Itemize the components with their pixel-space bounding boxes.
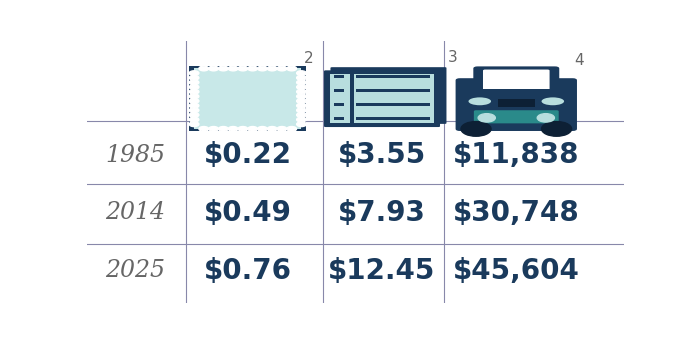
Circle shape bbox=[297, 113, 306, 117]
FancyBboxPatch shape bbox=[455, 78, 577, 131]
Text: $0.76: $0.76 bbox=[204, 257, 292, 285]
FancyBboxPatch shape bbox=[194, 69, 301, 129]
Circle shape bbox=[297, 94, 306, 99]
FancyBboxPatch shape bbox=[356, 103, 430, 106]
Circle shape bbox=[189, 122, 199, 127]
Circle shape bbox=[199, 66, 209, 71]
Circle shape bbox=[189, 71, 199, 75]
FancyBboxPatch shape bbox=[356, 89, 430, 92]
Circle shape bbox=[189, 94, 199, 99]
Circle shape bbox=[248, 66, 258, 71]
Circle shape bbox=[267, 127, 277, 131]
Circle shape bbox=[228, 127, 238, 131]
Text: $45,604: $45,604 bbox=[453, 257, 580, 285]
Text: 2014: 2014 bbox=[105, 202, 165, 224]
Circle shape bbox=[199, 127, 209, 131]
FancyBboxPatch shape bbox=[356, 117, 430, 120]
Circle shape bbox=[238, 66, 247, 71]
FancyBboxPatch shape bbox=[334, 89, 344, 92]
Circle shape bbox=[209, 66, 218, 71]
Text: 2: 2 bbox=[304, 51, 314, 66]
Text: 3: 3 bbox=[448, 50, 457, 65]
FancyBboxPatch shape bbox=[473, 66, 559, 93]
Circle shape bbox=[297, 89, 306, 94]
FancyBboxPatch shape bbox=[330, 74, 351, 123]
Ellipse shape bbox=[541, 98, 564, 105]
FancyBboxPatch shape bbox=[356, 75, 430, 78]
Circle shape bbox=[277, 66, 287, 71]
Text: 2025: 2025 bbox=[105, 259, 165, 282]
Circle shape bbox=[297, 99, 306, 103]
Circle shape bbox=[189, 117, 199, 122]
Circle shape bbox=[267, 66, 277, 71]
FancyBboxPatch shape bbox=[498, 100, 534, 107]
FancyBboxPatch shape bbox=[331, 67, 446, 124]
Circle shape bbox=[218, 127, 228, 131]
Circle shape bbox=[238, 127, 247, 131]
FancyBboxPatch shape bbox=[483, 70, 550, 91]
Circle shape bbox=[297, 75, 306, 80]
Circle shape bbox=[189, 85, 199, 89]
Circle shape bbox=[461, 121, 491, 136]
Circle shape bbox=[277, 127, 287, 131]
Circle shape bbox=[248, 127, 258, 131]
Circle shape bbox=[189, 113, 199, 117]
FancyBboxPatch shape bbox=[194, 69, 301, 129]
Circle shape bbox=[218, 66, 228, 71]
Circle shape bbox=[209, 127, 218, 131]
Circle shape bbox=[297, 85, 306, 89]
Circle shape bbox=[189, 75, 199, 80]
Text: $7.93: $7.93 bbox=[338, 199, 426, 227]
Circle shape bbox=[189, 89, 199, 94]
Circle shape bbox=[541, 121, 572, 136]
Circle shape bbox=[189, 99, 199, 103]
Circle shape bbox=[478, 114, 495, 122]
FancyBboxPatch shape bbox=[334, 103, 344, 106]
Text: $0.49: $0.49 bbox=[204, 199, 292, 227]
Text: $0.22: $0.22 bbox=[204, 141, 292, 169]
FancyBboxPatch shape bbox=[334, 75, 344, 78]
Circle shape bbox=[297, 80, 306, 85]
Circle shape bbox=[258, 66, 267, 71]
Text: $12.45: $12.45 bbox=[328, 257, 436, 285]
Circle shape bbox=[189, 103, 199, 108]
Circle shape bbox=[258, 127, 267, 131]
Circle shape bbox=[297, 103, 306, 108]
Text: $30,748: $30,748 bbox=[453, 199, 579, 227]
FancyBboxPatch shape bbox=[334, 117, 344, 120]
Circle shape bbox=[287, 127, 297, 131]
FancyBboxPatch shape bbox=[474, 110, 559, 123]
FancyBboxPatch shape bbox=[324, 70, 440, 127]
Ellipse shape bbox=[468, 98, 491, 105]
FancyBboxPatch shape bbox=[565, 81, 572, 88]
Circle shape bbox=[189, 108, 199, 113]
Circle shape bbox=[189, 80, 199, 85]
FancyBboxPatch shape bbox=[460, 81, 468, 88]
Circle shape bbox=[287, 66, 297, 71]
Circle shape bbox=[297, 71, 306, 75]
Circle shape bbox=[537, 114, 554, 122]
Circle shape bbox=[297, 122, 306, 127]
Text: $3.55: $3.55 bbox=[338, 141, 426, 169]
Text: 4: 4 bbox=[574, 54, 584, 69]
Circle shape bbox=[297, 108, 306, 113]
Circle shape bbox=[297, 117, 306, 122]
Text: 1985: 1985 bbox=[105, 144, 165, 167]
FancyBboxPatch shape bbox=[353, 74, 434, 123]
Text: $11,838: $11,838 bbox=[453, 141, 579, 169]
Circle shape bbox=[228, 66, 238, 71]
FancyBboxPatch shape bbox=[189, 66, 306, 131]
FancyBboxPatch shape bbox=[471, 89, 562, 105]
